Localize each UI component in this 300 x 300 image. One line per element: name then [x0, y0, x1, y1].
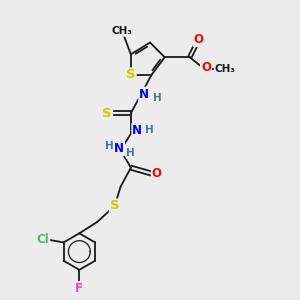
- Text: N: N: [114, 142, 124, 155]
- Text: N: N: [139, 88, 149, 100]
- Text: O: O: [201, 61, 211, 74]
- Text: F: F: [75, 282, 83, 295]
- Text: S: S: [110, 200, 119, 212]
- Text: CH₃: CH₃: [214, 64, 236, 74]
- Text: Cl: Cl: [37, 233, 49, 246]
- Text: CH₃: CH₃: [112, 26, 133, 36]
- Text: H: H: [145, 125, 154, 135]
- Text: N: N: [132, 124, 142, 137]
- Text: O: O: [194, 33, 204, 46]
- Text: H: H: [105, 142, 114, 152]
- Text: H: H: [127, 148, 135, 158]
- Text: S: S: [126, 68, 136, 81]
- Text: H: H: [153, 94, 162, 103]
- Text: O: O: [152, 167, 162, 180]
- Text: S: S: [103, 107, 112, 120]
